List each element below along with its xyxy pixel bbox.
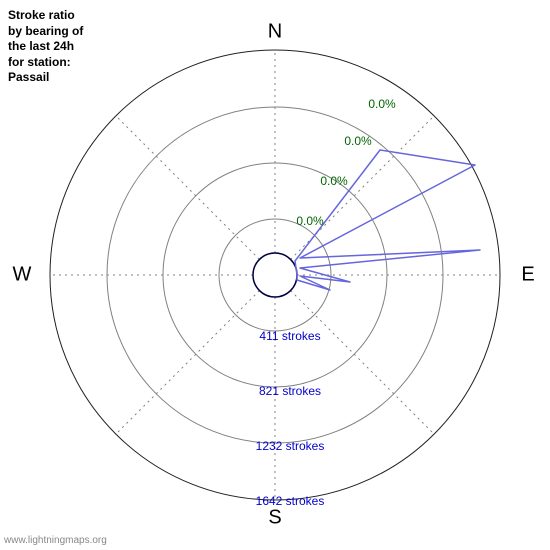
pct-labels: 0.0% 0.0% 0.0% 0.0% <box>296 97 396 228</box>
pct-label: 0.0% <box>344 134 372 148</box>
rings <box>50 50 500 500</box>
footer-attribution: www.lightningmaps.org <box>4 535 107 546</box>
stroke-count-label: 821 strokes <box>259 384 321 398</box>
stroke-count-label: 1642 strokes <box>256 494 325 508</box>
stroke-labels: 411 strokes 821 strokes 1232 strokes 1642 s… <box>256 329 325 508</box>
axis-line <box>116 291 260 435</box>
cardinal-label: E <box>521 263 534 285</box>
cardinal-label: S <box>268 506 281 528</box>
ring-3 <box>50 50 500 500</box>
chart-title: Stroke ratio by bearing of the last 24h … <box>8 8 83 86</box>
pct-label: 0.0% <box>368 97 396 111</box>
axis-lines <box>50 50 500 500</box>
cardinal-label: W <box>13 263 32 285</box>
pct-label: 0.0% <box>320 174 348 188</box>
stroke-count-label: 1232 strokes <box>256 439 325 453</box>
ring-1 <box>163 163 387 387</box>
axis-line <box>116 116 260 260</box>
cardinal-label: N <box>268 20 282 42</box>
axis-line <box>291 291 435 435</box>
stroke-count-label: 411 strokes <box>259 329 320 343</box>
center-circle <box>253 253 297 297</box>
pct-label: 0.0% <box>296 214 324 228</box>
